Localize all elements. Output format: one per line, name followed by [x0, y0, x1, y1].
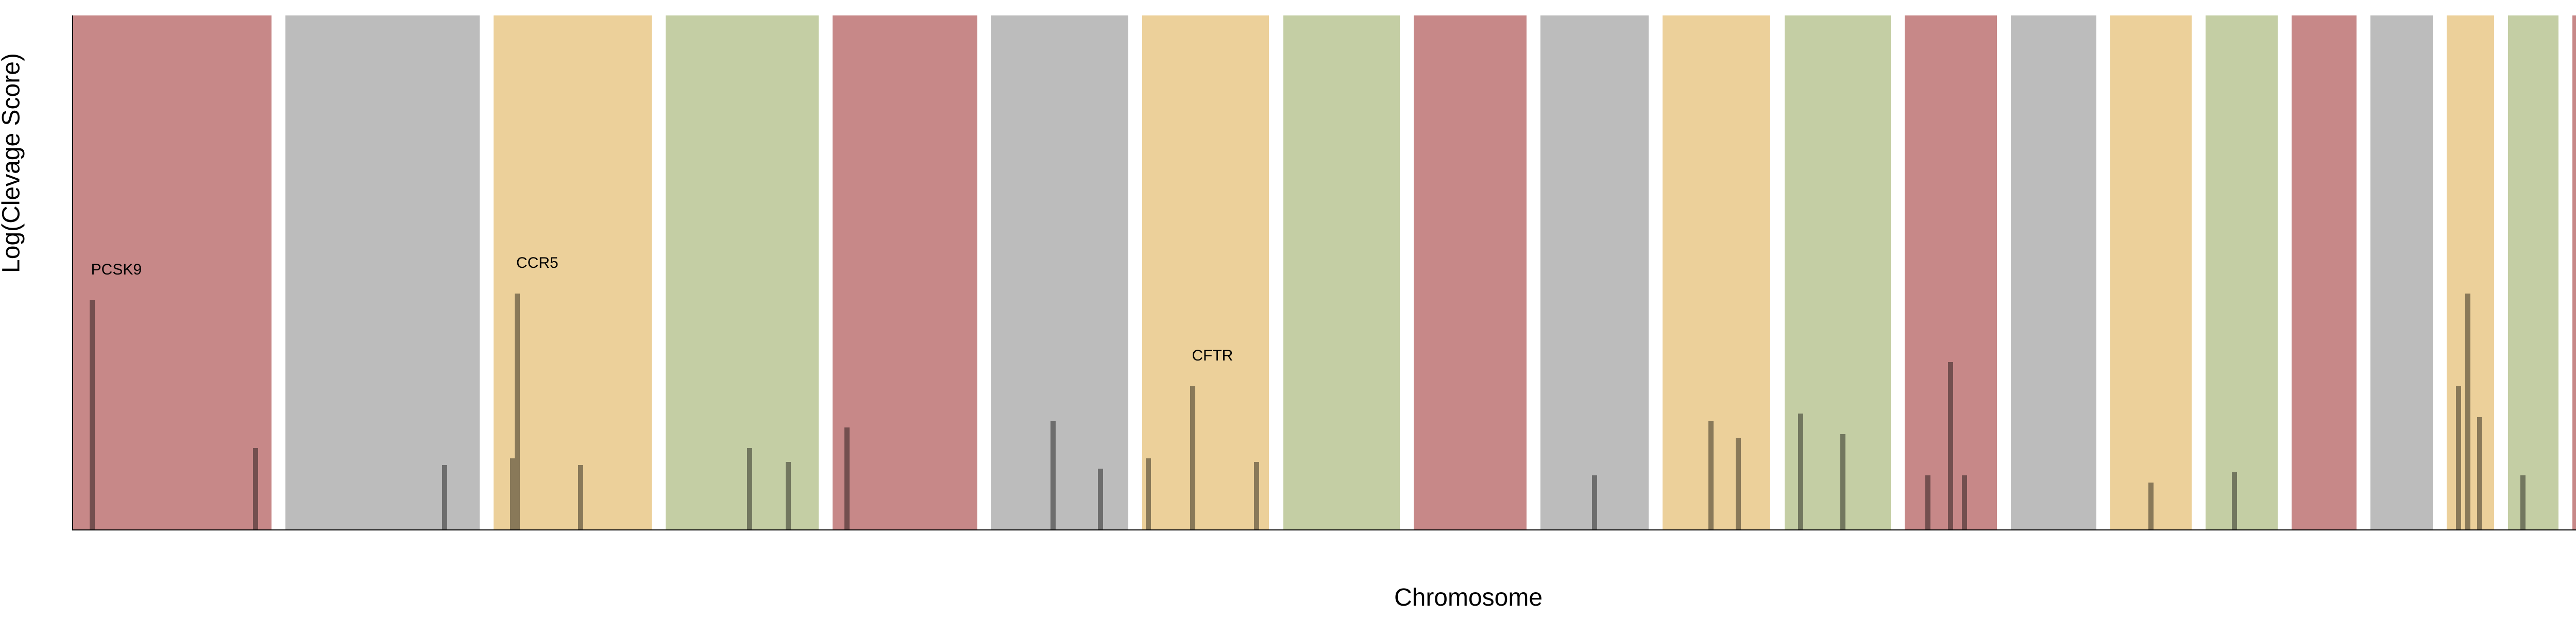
cleavage-site-bar [786, 462, 791, 530]
cleavage-site-bar [1948, 362, 1953, 530]
chrom-band [2292, 15, 2357, 530]
plot-area: chr1chr2chr3chr4chr5chr6chr7chr8chr9chr1… [72, 15, 2576, 530]
cleavage-site-bar [2520, 475, 2526, 530]
cleavage-site-bar [1254, 462, 1259, 530]
chrom-band [1663, 15, 1771, 530]
chrom-band [1414, 15, 1527, 530]
cleavage-site-bar [2477, 417, 2482, 530]
chrom-band [1540, 15, 1649, 530]
x-axis-line [72, 529, 2576, 530]
chrom-band [2206, 15, 2278, 530]
cleavage-site-bar [1840, 434, 1845, 530]
cleavage-site-bar [1592, 475, 1597, 530]
cleavage-site-label: CCR5 [516, 254, 558, 272]
chrom-band [2370, 15, 2433, 530]
cleavage-site-bar [510, 458, 515, 530]
cleavage-site-bar [1146, 458, 1151, 530]
chrom-band [2011, 15, 2096, 530]
chrom-band [833, 15, 977, 530]
cleavage-site-bar [1962, 475, 1967, 530]
cleavage-site-bar [747, 448, 752, 530]
chrom-band [666, 15, 818, 530]
cleavage-site-bar [1050, 421, 1056, 530]
cleavage-site-bar [1798, 414, 1803, 530]
chrom-band [2508, 15, 2558, 530]
chrom-band [991, 15, 1128, 530]
chrom-band [1283, 15, 1400, 530]
cleavage-site-label: CFTR [1192, 347, 1233, 365]
cleavage-site-bar [578, 465, 583, 530]
chrom-band [2572, 15, 2576, 530]
cleavage-site-bar [844, 427, 850, 530]
x-axis-title: Chromosome [1394, 583, 1543, 612]
y-axis-title: Log(Clevage Score) [0, 53, 26, 273]
cleavage-site-bar [2232, 472, 2237, 530]
cleavage-site-bar [1098, 469, 1103, 530]
cleavage-site-bar [90, 300, 95, 530]
cleavage-site-bar [1708, 421, 1714, 530]
cleavage-site-bar [1925, 475, 1930, 530]
cleavage-site-bar [2148, 483, 2154, 530]
cleavage-site-bar [2465, 294, 2470, 530]
cleavage-site-bar [2456, 386, 2461, 530]
chrom-band [2110, 15, 2192, 530]
cleavage-site-bar [442, 465, 447, 530]
chrom-band [285, 15, 480, 530]
cleavage-site-bar [515, 294, 520, 530]
cleavage-site-bar [1190, 386, 1195, 530]
cleavage-site-bar [253, 448, 258, 530]
cleavage-site-bar [1736, 438, 1741, 530]
chrom-band [1142, 15, 1269, 530]
cleavage-site-label: PCSK9 [91, 261, 142, 279]
y-axis-line [72, 15, 73, 530]
manhattan-chart: chr1chr2chr3chr4chr5chr6chr7chr8chr9chr1… [72, 15, 2576, 530]
